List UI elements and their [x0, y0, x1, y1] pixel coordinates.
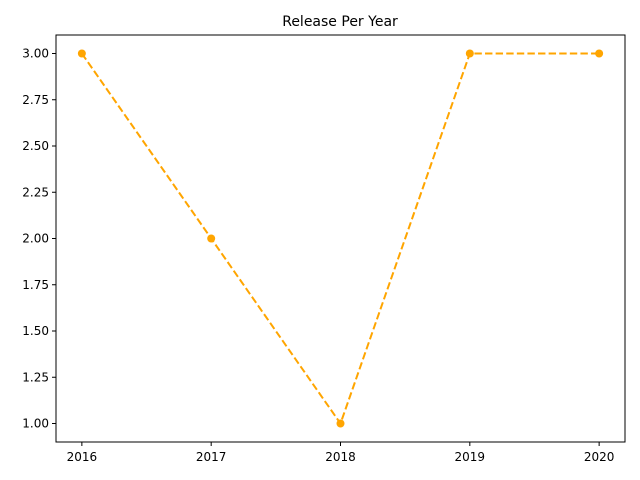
x-tick-label: 2016 [67, 450, 98, 464]
y-tick-label: 2.75 [22, 93, 49, 107]
x-tick-label: 2017 [196, 450, 227, 464]
y-tick-label: 1.00 [22, 417, 49, 431]
y-tick-label: 1.50 [22, 324, 49, 338]
data-point [336, 419, 345, 428]
y-tick-label: 2.00 [22, 232, 49, 246]
y-tick-label: 1.75 [22, 278, 49, 292]
data-point [465, 49, 474, 58]
data-point [595, 49, 604, 58]
series-layer [77, 49, 604, 428]
series-line [81, 52, 600, 426]
y-tick-label: 1.25 [22, 370, 49, 384]
y-tick-label: 3.00 [22, 47, 49, 61]
plot-frame [55, 34, 626, 443]
y-axis: 1.00 1.25 1.50 1.75 2.00 2.25 2.50 2.75 3.00 [22, 47, 56, 431]
x-tick-label: 2020 [584, 450, 615, 464]
x-axis: 2016 2017 2018 2019 2020 [67, 442, 615, 464]
x-tick-label: 2019 [455, 450, 486, 464]
y-tick-label: 2.50 [22, 139, 49, 153]
data-point [207, 234, 216, 243]
x-tick-label: 2018 [325, 450, 356, 464]
data-point [77, 49, 86, 58]
chart-title: Release Per Year [282, 14, 398, 30]
y-tick-label: 2.25 [22, 185, 49, 199]
